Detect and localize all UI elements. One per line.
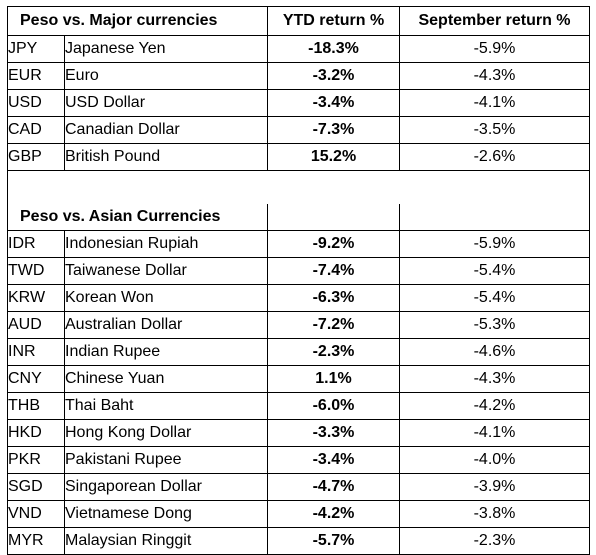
currency-name: Thai Baht (64, 392, 268, 420)
currency-code: TWD (7, 257, 65, 285)
september-return-value: -4.3% (399, 365, 590, 393)
ytd-return-value: 15.2% (267, 143, 400, 171)
september-return-value: -4.1% (399, 89, 590, 117)
currency-code: IDR (7, 230, 65, 258)
currency-name: Malaysian Ringgit (64, 527, 268, 555)
table-row: CNY Chinese Yuan 1.1% -4.3% (7, 365, 590, 393)
currency-returns-table: Peso vs. Major currencies YTD return % S… (7, 6, 590, 555)
ytd-return-value: -7.3% (267, 116, 400, 144)
ytd-return-value: -2.3% (267, 338, 400, 366)
currency-name: Pakistani Rupee (64, 446, 268, 474)
currency-name: Euro (64, 62, 268, 90)
ytd-return-value: -4.7% (267, 473, 400, 501)
header-major-currencies: Peso vs. Major currencies (7, 6, 268, 36)
currency-code: VND (7, 500, 65, 528)
september-return-value: -5.3% (399, 311, 590, 339)
table-row: IDR Indonesian Rupiah -9.2% -5.9% (7, 230, 590, 258)
currency-code: CNY (7, 365, 65, 393)
table-row: VND Vietnamese Dong -4.2% -3.8% (7, 500, 590, 528)
ytd-return-value: -18.3% (267, 35, 400, 63)
ytd-return-value: -3.4% (267, 446, 400, 474)
currency-code: EUR (7, 62, 65, 90)
currency-name: Singaporean Dollar (64, 473, 268, 501)
table-row: CAD Canadian Dollar -7.3% -3.5% (7, 116, 590, 144)
table-row: USD USD Dollar -3.4% -4.1% (7, 89, 590, 117)
table-row: AUD Australian Dollar -7.2% -5.3% (7, 311, 590, 339)
table-row: HKD Hong Kong Dollar -3.3% -4.1% (7, 419, 590, 447)
ytd-return-value: -6.0% (267, 392, 400, 420)
september-return-value: -4.1% (399, 419, 590, 447)
september-return-value: -2.3% (399, 527, 590, 555)
section-blank-cell (399, 204, 590, 231)
table-row: EUR Euro -3.2% -4.3% (7, 62, 590, 90)
table-row: GBP British Pound 15.2% -2.6% (7, 143, 590, 171)
currency-name: Chinese Yuan (64, 365, 268, 393)
currency-code: THB (7, 392, 65, 420)
currency-code: MYR (7, 527, 65, 555)
currency-name: Australian Dollar (64, 311, 268, 339)
currency-name: Canadian Dollar (64, 116, 268, 144)
currency-name: Taiwanese Dollar (64, 257, 268, 285)
september-return-value: -4.6% (399, 338, 590, 366)
currency-code: INR (7, 338, 65, 366)
currency-code: HKD (7, 419, 65, 447)
table-row: KRW Korean Won -6.3% -5.4% (7, 284, 590, 312)
ytd-return-value: -6.3% (267, 284, 400, 312)
table-row: JPY Japanese Yen -18.3% -5.9% (7, 35, 590, 63)
currency-name: Vietnamese Dong (64, 500, 268, 528)
header-ytd-return: YTD return % (267, 6, 400, 36)
september-return-value: -5.9% (399, 35, 590, 63)
ytd-return-value: -7.4% (267, 257, 400, 285)
currency-code: PKR (7, 446, 65, 474)
currency-name: Indian Rupee (64, 338, 268, 366)
ytd-return-value: -9.2% (267, 230, 400, 258)
september-return-value: -5.9% (399, 230, 590, 258)
section-title: Peso vs. Asian Currencies (7, 204, 268, 231)
currency-code: AUD (7, 311, 65, 339)
september-return-value: -5.4% (399, 284, 590, 312)
section-blank-cell (267, 204, 400, 231)
currency-name: Korean Won (64, 284, 268, 312)
currency-code: CAD (7, 116, 65, 144)
ytd-return-value: 1.1% (267, 365, 400, 393)
september-return-value: -3.5% (399, 116, 590, 144)
currency-name: USD Dollar (64, 89, 268, 117)
spacer-cell (7, 170, 590, 204)
header-september-return: September return % (399, 6, 590, 36)
ytd-return-value: -5.7% (267, 527, 400, 555)
table-row: PKR Pakistani Rupee -3.4% -4.0% (7, 446, 590, 474)
table-row: INR Indian Rupee -2.3% -4.6% (7, 338, 590, 366)
ytd-return-value: -3.4% (267, 89, 400, 117)
september-return-value: -4.2% (399, 392, 590, 420)
currency-name: Hong Kong Dollar (64, 419, 268, 447)
ytd-return-value: -4.2% (267, 500, 400, 528)
september-return-value: -2.6% (399, 143, 590, 171)
currency-name: Japanese Yen (64, 35, 268, 63)
september-return-value: -4.3% (399, 62, 590, 90)
currency-code: SGD (7, 473, 65, 501)
currency-code: GBP (7, 143, 65, 171)
september-return-value: -4.0% (399, 446, 590, 474)
september-return-value: -3.9% (399, 473, 590, 501)
september-return-value: -3.8% (399, 500, 590, 528)
table-row: SGD Singaporean Dollar -4.7% -3.9% (7, 473, 590, 501)
currency-name: British Pound (64, 143, 268, 171)
table-row: THB Thai Baht -6.0% -4.2% (7, 392, 590, 420)
currency-name: Indonesian Rupiah (64, 230, 268, 258)
table-row: TWD Taiwanese Dollar -7.4% -5.4% (7, 257, 590, 285)
ytd-return-value: -7.2% (267, 311, 400, 339)
september-return-value: -5.4% (399, 257, 590, 285)
table-row: MYR Malaysian Ringgit -5.7% -2.3% (7, 527, 590, 555)
currency-code: JPY (7, 35, 65, 63)
currency-code: USD (7, 89, 65, 117)
header-row: Peso vs. Major currencies YTD return % S… (7, 6, 590, 36)
section-title-row: Peso vs. Asian Currencies (7, 204, 590, 231)
table-body: Peso vs. Major currencies YTD return % S… (7, 6, 590, 555)
ytd-return-value: -3.3% (267, 419, 400, 447)
currency-code: KRW (7, 284, 65, 312)
ytd-return-value: -3.2% (267, 62, 400, 90)
section-spacer (7, 170, 590, 204)
